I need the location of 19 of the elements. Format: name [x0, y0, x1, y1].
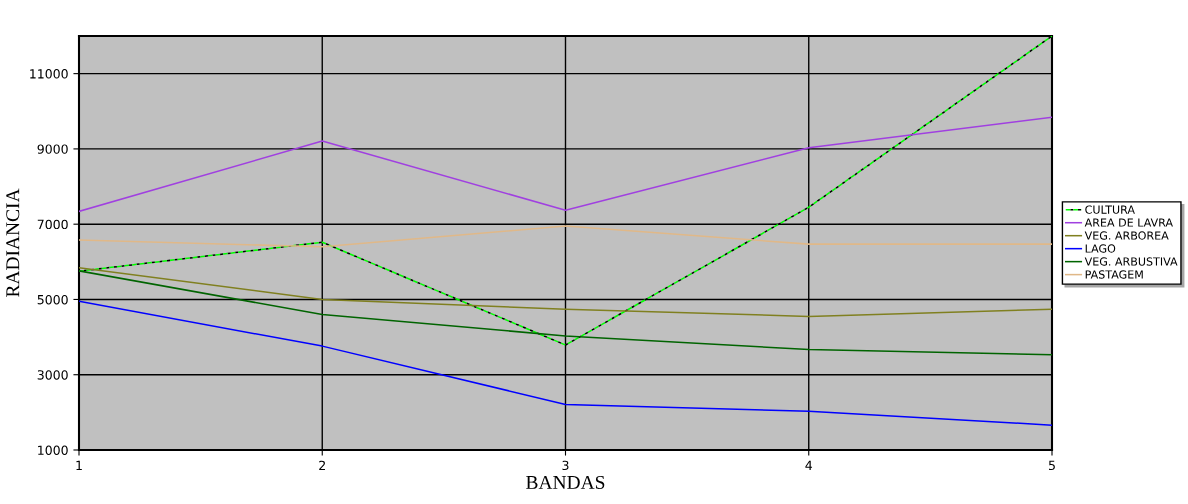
- legend-label: AREA DE LAVRA: [1084, 218, 1173, 227]
- y-tick-label: 11000: [30, 69, 68, 79]
- x-tick-label: 5: [1048, 460, 1055, 471]
- y-tick-label: 1000: [38, 445, 68, 455]
- x-tick-label: 1: [76, 460, 82, 470]
- x-tick-label: 4: [805, 460, 813, 470]
- legend-label: VEG. ARBOREA: [1084, 231, 1169, 240]
- legend-label: LAGO: [1085, 244, 1116, 253]
- y-tick-label: 3000: [37, 370, 68, 380]
- x-axis-title: BANDAS: [526, 475, 605, 489]
- legend-label: CULTURA: [1085, 205, 1135, 214]
- x-tick-label: 2: [319, 460, 325, 470]
- y-tick-label: 5000: [37, 294, 68, 305]
- x-tick-label: 3: [562, 460, 569, 471]
- y-tick-label: 7000: [37, 219, 68, 230]
- legend-label: PASTAGEM: [1085, 270, 1143, 279]
- legend-label: VEG. ARBUSTIVA: [1084, 257, 1178, 266]
- y-tick-label: 9000: [37, 144, 68, 154]
- y-axis-title: RADIANCIA: [6, 188, 20, 297]
